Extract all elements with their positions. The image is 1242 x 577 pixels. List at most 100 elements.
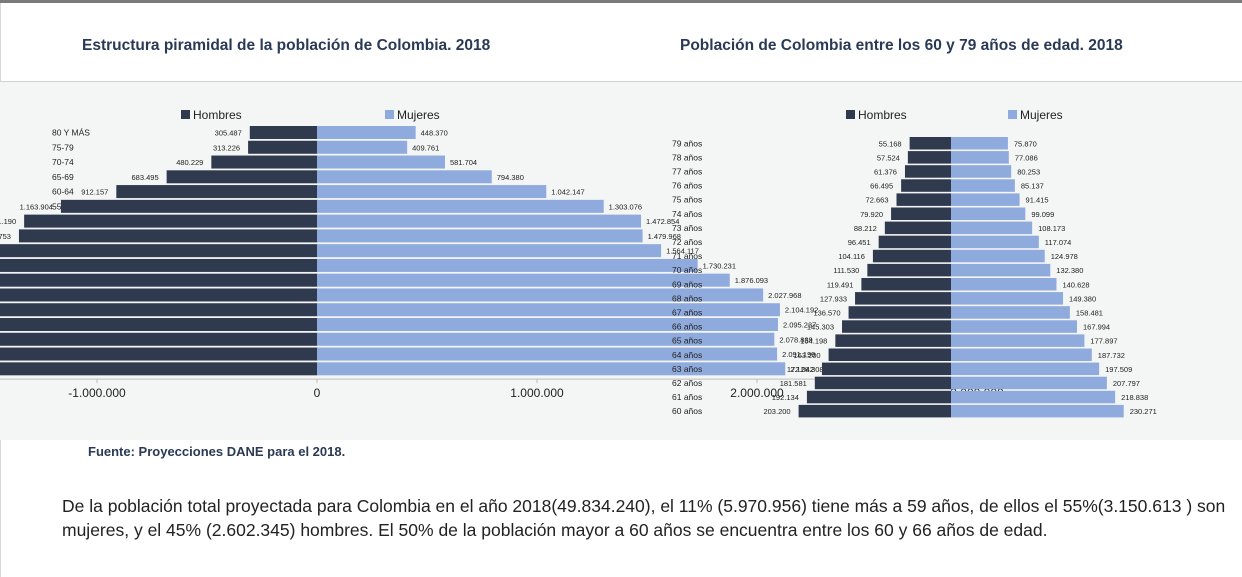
value-mujeres: 75.870 [1014, 139, 1037, 148]
pyramid-bar-hombres [0, 288, 317, 302]
pyramid-value-mujeres: 1.479.968 [648, 232, 681, 241]
pyramid-bar-mujeres [317, 244, 662, 258]
value-hombres: 192.134 [772, 393, 799, 402]
age-year-label: 62 años [672, 378, 702, 388]
pyramid-bar-mujeres [317, 362, 786, 376]
age-year-label: 67 años [672, 307, 702, 317]
age-year-label: 63 años [672, 364, 702, 374]
age-year-label: 70 años [672, 265, 702, 275]
bar-hombres [814, 376, 951, 390]
bar-mujeres [951, 334, 1085, 347]
pyramid-bar-hombres [60, 199, 317, 213]
age-year-label: 79 años [672, 138, 702, 148]
pyramid-bar-mujeres [317, 185, 547, 199]
pyramid-age-label: 65-69 [52, 172, 74, 182]
age-year-label: 71 años [672, 251, 702, 261]
pyramid-bar-mujeres [317, 288, 764, 302]
age-year-label: 76 años [672, 181, 702, 191]
pyramid-value-mujeres: 1.564.117 [666, 247, 699, 256]
pyramid-value-mujeres: 1.730.231 [703, 261, 736, 270]
value-hombres: 119.491 [827, 280, 854, 289]
bar-mujeres [951, 292, 1064, 305]
value-mujeres: 218.838 [1121, 393, 1148, 402]
age-year-label: 75 años [672, 195, 702, 205]
legend-swatch-hombres [181, 110, 190, 119]
bar-hombres [861, 278, 951, 291]
pyramid-age-label: 60-64 [52, 187, 74, 197]
header-band [0, 3, 1242, 82]
bar-mujeres [951, 221, 1033, 235]
value-hombres: 181.581 [780, 379, 807, 388]
age-year-label: 64 años [672, 350, 702, 360]
bar-mujeres [951, 404, 1124, 418]
pyramid-value-hombres: 313.226 [213, 143, 240, 152]
pyramid-value-mujeres: 1.303.076 [609, 202, 642, 211]
bar-mujeres [951, 390, 1116, 404]
pyramid-value-hombres: 305.487 [215, 129, 242, 138]
pyramid-bar-hombres [0, 303, 317, 317]
pyramid-value-mujeres: 409.761 [412, 143, 439, 152]
pyramid-value-mujeres: 1.472.854 [646, 217, 679, 226]
value-hombres: 57.524 [877, 153, 900, 162]
value-mujeres: 207.797 [1113, 379, 1140, 388]
pyramid-age-label: 75-79 [52, 142, 74, 152]
elderly-chart-title: Población de Colombia entre los 60 y 79 … [680, 37, 1123, 54]
value-mujeres: 167.994 [1083, 323, 1110, 332]
bar-hombres [855, 292, 951, 305]
value-mujeres: 80.253 [1017, 167, 1040, 176]
pyramid-bar-mujeres [317, 170, 492, 184]
value-hombres: 72.663 [866, 196, 889, 205]
pyramid-bar-mujeres [317, 258, 698, 272]
pyramid-x-tick-label: 2.000.000 [730, 386, 784, 400]
bar-hombres [904, 165, 951, 178]
top-rule [0, 0, 1242, 3]
value-hombres: 88.212 [854, 224, 877, 233]
bar-hombres [891, 207, 951, 220]
bar-hombres [872, 249, 951, 263]
bar-mujeres [951, 235, 1039, 249]
bar-hombres [828, 348, 951, 361]
pyramid-bar-hombres [0, 273, 317, 287]
bar-mujeres [951, 306, 1070, 319]
pyramid-bar-mujeres [317, 214, 642, 228]
value-mujeres: 85.137 [1021, 182, 1044, 191]
pyramid-bar-hombres [0, 362, 317, 376]
pyramid-bar-mujeres [317, 303, 780, 317]
bar-mujeres [951, 193, 1020, 206]
value-hombres: 154.198 [800, 337, 827, 346]
pyramid-value-mujeres: 2.078.839 [779, 335, 812, 344]
pyramid-age-label: 80 Y MÁS [52, 128, 90, 138]
age-year-label: 61 años [672, 392, 702, 402]
pyramid-bar-hombres [248, 140, 317, 154]
pyramid-x-tick-label: 0 [314, 386, 321, 400]
pyramid-bar-hombres [0, 332, 317, 346]
age-year-label: 74 años [672, 209, 702, 219]
pyramid-bar-hombres [24, 214, 317, 228]
value-mujeres: 177.897 [1090, 337, 1117, 346]
age-year-label: 77 años [672, 166, 702, 176]
legend2-swatch-mujeres [1008, 110, 1017, 119]
bar-mujeres [951, 179, 1015, 192]
bar-mujeres [951, 151, 1009, 164]
value-hombres: 203.200 [763, 407, 790, 416]
pyramid-bar-hombres [249, 126, 317, 139]
bar-mujeres [951, 207, 1026, 220]
age-year-label: 78 años [672, 152, 702, 162]
pyramid-value-mujeres: 794.380 [497, 173, 524, 182]
value-hombres: 66.495 [870, 182, 893, 191]
bar-hombres [867, 263, 951, 277]
legend2-swatch-hombres [846, 110, 855, 119]
value-hombres: 96.451 [848, 238, 871, 247]
value-hombres: 61.376 [874, 167, 897, 176]
pyramid-bar-mujeres [317, 273, 730, 287]
bar-mujeres [951, 263, 1051, 277]
age-year-label: 60 años [672, 406, 702, 416]
value-mujeres: 99.099 [1031, 210, 1054, 219]
value-hombres: 104.116 [838, 252, 865, 261]
pyramid-bar-hombres [0, 258, 318, 272]
age-year-label: 69 años [672, 279, 702, 289]
bar-hombres [821, 362, 951, 376]
pyramid-value-hombres: 480.229 [176, 158, 203, 167]
age-year-label: 72 años [672, 237, 702, 247]
value-mujeres: 124.978 [1051, 252, 1078, 261]
